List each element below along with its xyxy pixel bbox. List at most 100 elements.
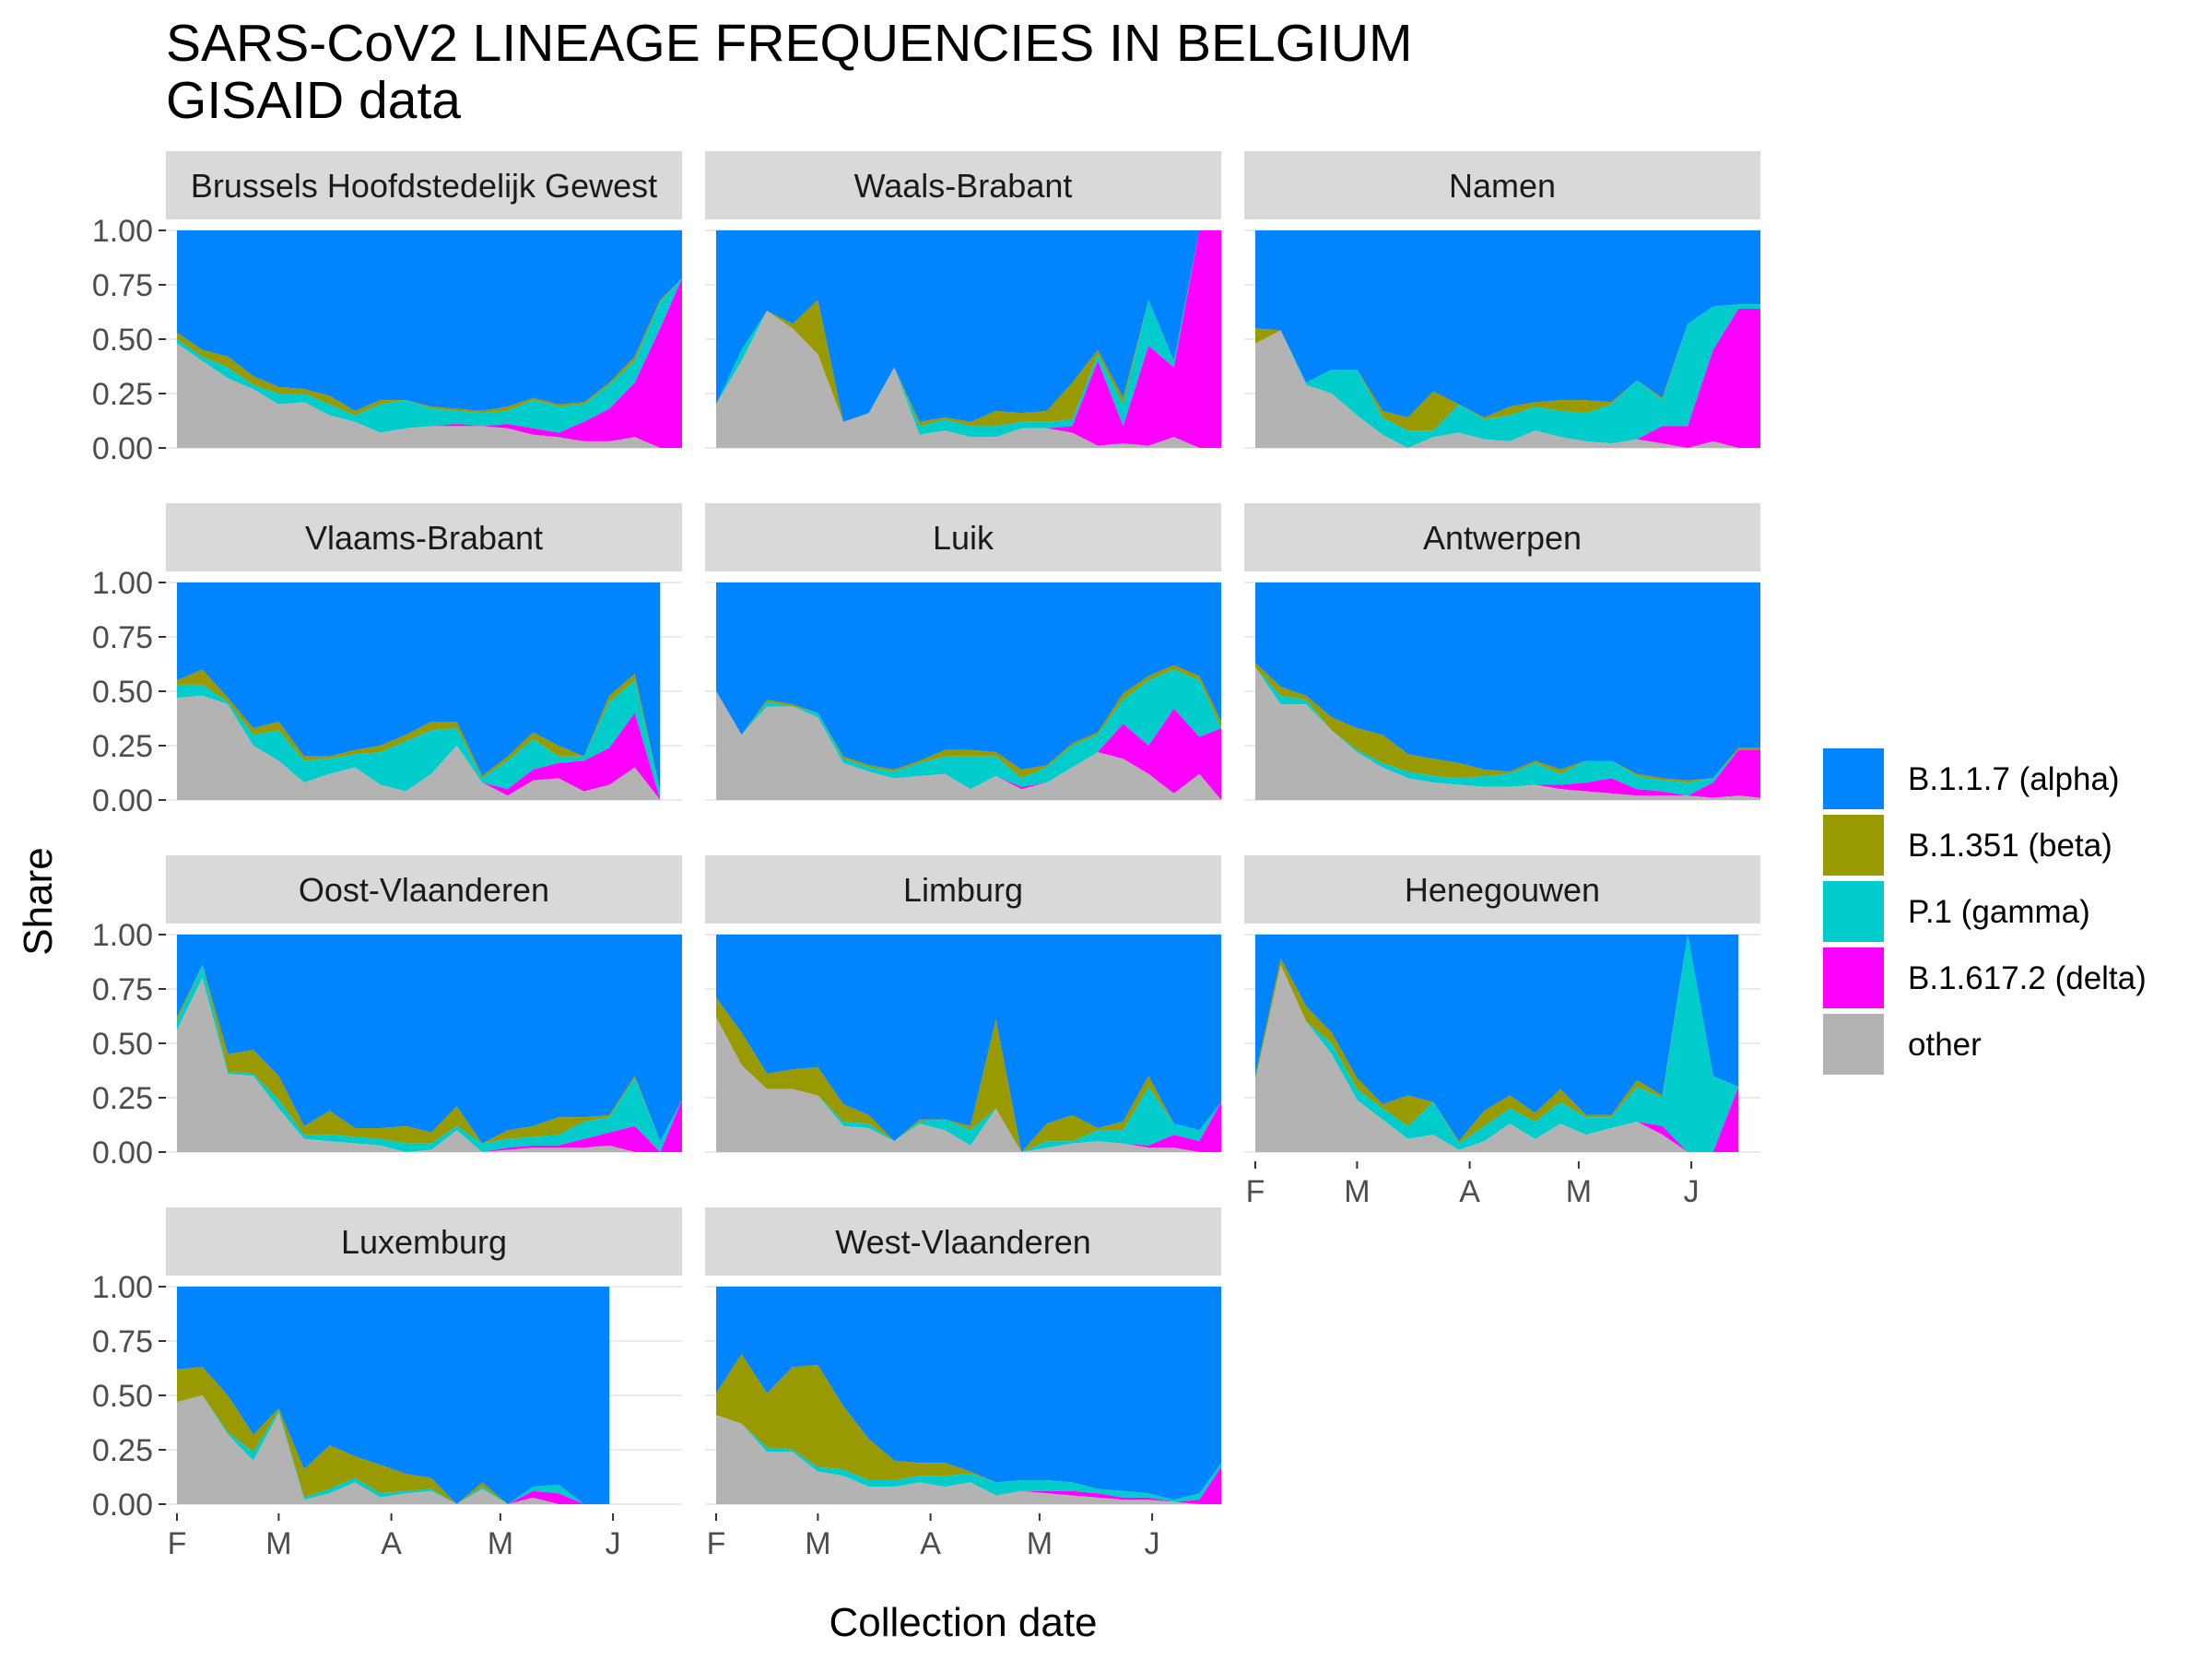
strip-background [1244,503,1760,571]
x-axis-title: Collection date [829,1600,1097,1645]
area-alpha [716,1287,1221,1500]
strip-label: Vlaams-Brabant [305,519,543,557]
chart-subtitle: GISAID data [166,71,461,130]
legend-item-b-1-617-2-delta: B.1.617.2 (delta) [1823,947,2147,1008]
legend-label: B.1.617.2 (delta) [1908,960,2147,996]
legend-swatch [1823,1014,1884,1075]
area-other [716,691,1221,800]
y-tick-label: 0.75 [92,972,153,1007]
panel-antwerpen: Antwerpen [1244,503,1760,801]
y-axis-title: Share [16,847,61,955]
panel-vlaams-brabant: Vlaams-Brabant 0.00 0.25 0.50 0.75 1.00 [92,503,682,818]
strip-label: West-Vlaanderen [835,1223,1091,1261]
y-tick-label: 0.00 [92,1488,153,1523]
area-delta [716,691,1221,800]
panel-henegouwen: Henegouwen F M A M J [1244,855,1760,1209]
y-tick-label: 0.25 [92,1081,153,1116]
y-tick-label: 1.00 [92,566,153,601]
area-other [177,1395,610,1504]
legend-item-p-1-gamma: P.1 (gamma) [1823,881,2090,942]
area-delta [177,277,682,448]
area-other [1255,965,1739,1152]
y-tick-label: 0.25 [92,1433,153,1468]
x-tick-label: J [1145,1526,1160,1561]
x-tick-label: A [920,1526,941,1561]
x-tick-label: M [805,1526,830,1561]
y-tick-label: 0.00 [92,431,153,466]
area-delta [177,695,661,800]
y-tick-label: 0.25 [92,729,153,764]
x-tick-label: J [1684,1174,1700,1209]
y-tick-label: 0.50 [92,1379,153,1414]
area-gamma [1255,304,1760,448]
y-tick-label: 0.00 [92,783,153,818]
x-tick-label: M [1566,1174,1592,1209]
panel-namen: Namen [1244,151,1760,449]
panel-oost-vlaanderen: Oost-Vlaanderen 0.00 0.25 0.50 0.75 1.00 [92,855,682,1171]
area-delta [1255,667,1760,798]
facet-panels: Brussels Hoofdstedelijk Gewest 0.00 0.25 0.… [92,151,1760,1561]
x-tick-label: A [1459,1174,1480,1209]
area-alpha [1255,582,1760,781]
area-beta [177,1367,610,1504]
y-tick-label: 0.50 [92,675,153,710]
strip-background [166,151,682,219]
panel-waals-brabant: Waals-Brabant [705,151,1221,449]
area-gamma [716,669,1221,790]
y-tick-label: 1.00 [92,1270,153,1305]
y-tick-label: 0.00 [92,1135,153,1171]
panel-west-vlaanderen: West-Vlaanderen F M A M J [705,1207,1221,1561]
strip-label: Luik [933,519,994,557]
x-tick-label: F [1246,1174,1265,1209]
legend-label: B.1.351 (beta) [1908,828,2112,864]
area-other [177,695,661,800]
y-tick-label: 1.00 [92,918,153,953]
area-beta [177,669,661,792]
legend-swatch [1823,748,1884,809]
area-gamma [177,1395,610,1504]
strip-background [705,503,1221,571]
legend-label: B.1.1.7 (alpha) [1908,761,2120,797]
legend-item-b-1-1-7-alpha: B.1.1.7 (alpha) [1823,748,2120,809]
area-gamma [177,277,682,433]
panel-luik: Luik [705,503,1221,801]
strip-background [705,855,1221,924]
y-tick-label: 0.75 [92,620,153,655]
legend-item-other: other [1823,1014,1982,1075]
area-alpha [716,230,1221,422]
area-other [716,311,1221,448]
area-other [1255,667,1760,800]
area-beta [716,997,1221,1152]
strip-label: Brussels Hoofdstedelijk Gewest [191,167,657,205]
y-tick-label: 0.50 [92,323,153,358]
area-alpha [177,1287,610,1504]
strip-label: Luxemburg [341,1223,507,1261]
x-tick-label: M [1027,1526,1053,1561]
area-beta [716,230,1221,427]
area-beta [716,665,1221,779]
area-other [177,978,682,1152]
area-delta [716,230,1221,448]
panel-brussels-hoofdstedelijk-gewest: Brussels Hoofdstedelijk Gewest 0.00 0.25 0.… [92,151,682,466]
area-delta [1255,309,1760,448]
strip-label: Oost-Vlaanderen [299,871,549,909]
area-alpha [716,582,1221,770]
area-gamma [1255,667,1760,796]
area-beta [716,1354,1221,1500]
chart-title: SARS-CoV2 LINEAGE FREQUENCIES IN BELGIUM [166,14,1413,73]
legend-item-b-1-351-beta: B.1.351 (beta) [1823,815,2112,876]
area-beta [1255,663,1760,783]
area-alpha [716,935,1221,1152]
x-tick-label: M [488,1526,513,1561]
strip-background [1244,151,1760,219]
strip-label: Limburg [903,871,1023,909]
strip-background [166,1207,682,1276]
x-tick-label: M [1344,1174,1370,1209]
strip-label: Waals-Brabant [854,167,1073,205]
legend-swatch [1823,881,1884,942]
strip-background [1244,855,1760,924]
x-tick-label: A [381,1526,402,1561]
area-delta [177,978,682,1152]
area-alpha [1255,230,1760,418]
